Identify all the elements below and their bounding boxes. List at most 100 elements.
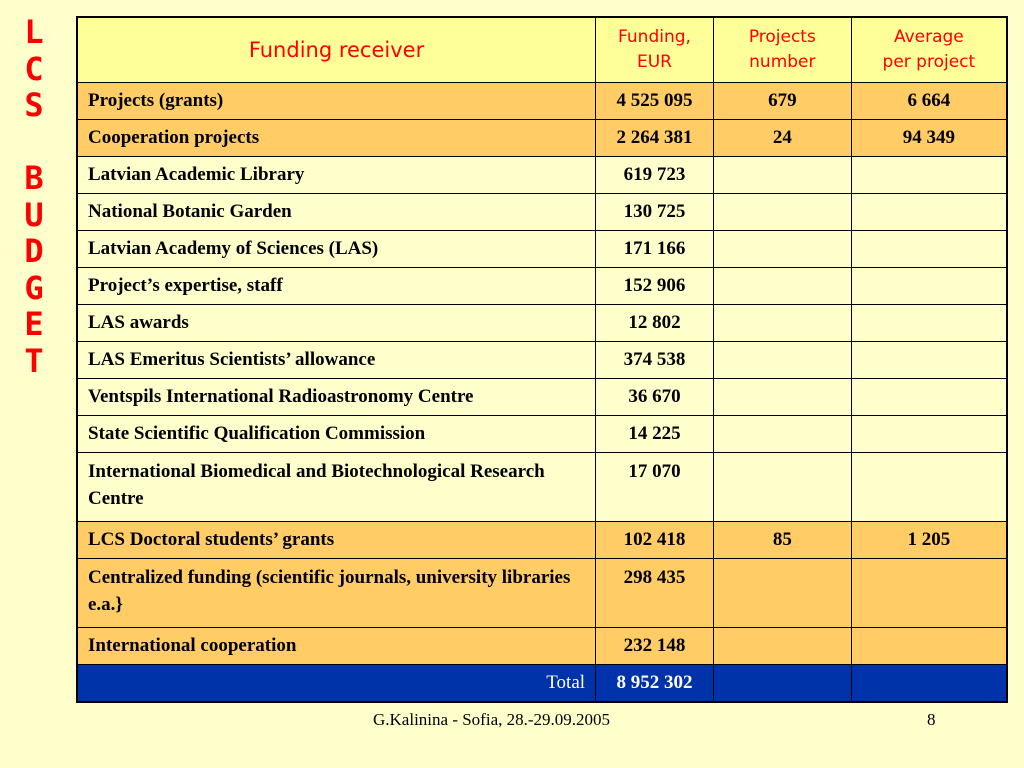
cell-average: 94 349 xyxy=(850,119,1008,157)
table-row: International cooperation 232 148 xyxy=(76,627,1008,665)
cell-receiver: Latvian Academic Library xyxy=(76,156,597,194)
table-row: International Biomedical and Biotechnolo… xyxy=(76,452,1008,522)
cell-funding: 374 538 xyxy=(595,341,714,379)
cell-projects xyxy=(712,304,852,342)
cell-funding: 4 525 095 xyxy=(595,82,714,120)
table-row: National Botanic Garden 130 725 xyxy=(76,193,1008,231)
total-average xyxy=(850,664,1008,702)
table-row: Ventspils International Radioastronomy C… xyxy=(76,378,1008,416)
table-row: Project’s expertise, staff 152 906 xyxy=(76,267,1008,305)
cell-funding: 17 070 xyxy=(595,452,714,522)
funding-table: Funding receiver Funding, EUR Projects n… xyxy=(76,16,1008,703)
side-title-letter: E xyxy=(24,305,44,343)
cell-projects xyxy=(712,230,852,268)
table-row: Projects (grants) 4 525 095 679 6 664 xyxy=(76,82,1008,120)
cell-projects xyxy=(712,156,852,194)
side-title-letter: B xyxy=(24,159,44,197)
cell-funding: 36 670 xyxy=(595,378,714,416)
footer-author: G.Kalinina - Sofia, 28.-29.09.2005 xyxy=(373,710,611,729)
cell-funding: 130 725 xyxy=(595,193,714,231)
total-projects xyxy=(712,664,852,702)
cell-projects xyxy=(712,341,852,379)
cell-receiver: Ventspils International Radioastronomy C… xyxy=(76,378,597,416)
header-projects-line2: number xyxy=(749,52,816,72)
header-funding-line1: Funding, xyxy=(618,27,691,47)
side-title-letter: L xyxy=(24,13,44,51)
cell-funding: 152 906 xyxy=(595,267,714,305)
cell-funding: 171 166 xyxy=(595,230,714,268)
cell-funding: 102 418 xyxy=(595,521,714,559)
cell-average: 6 664 xyxy=(850,82,1008,120)
cell-receiver: Cooperation projects xyxy=(76,119,597,157)
page-number: 8 xyxy=(927,710,936,729)
header-average-line1: Average xyxy=(893,27,964,47)
cell-projects xyxy=(712,415,852,453)
side-title-letter: T xyxy=(24,341,44,380)
total-label: Total xyxy=(76,664,597,702)
cell-funding: 12 802 xyxy=(595,304,714,342)
cell-average xyxy=(850,230,1008,268)
cell-funding: 14 225 xyxy=(595,415,714,453)
cell-receiver: LCS Doctoral students’ grants xyxy=(76,521,597,559)
cell-funding: 232 148 xyxy=(595,627,714,665)
header-average-per-project: Average per project xyxy=(850,16,1008,83)
cell-receiver: Centralized funding (scientific journals… xyxy=(76,558,597,628)
total-funding: 8 952 302 xyxy=(595,664,714,702)
cell-receiver: International Biomedical and Biotechnolo… xyxy=(76,452,597,522)
table-row: LAS Emeritus Scientists’ allowance 374 5… xyxy=(76,341,1008,379)
cell-average xyxy=(850,378,1008,416)
cell-projects: 679 xyxy=(712,82,852,120)
cell-average xyxy=(850,267,1008,305)
cell-projects xyxy=(712,378,852,416)
side-title-letter: C xyxy=(24,49,44,88)
cell-average xyxy=(850,558,1008,628)
cell-average xyxy=(850,193,1008,231)
table-row: LAS awards 12 802 xyxy=(76,304,1008,342)
table-header-row: Funding receiver Funding, EUR Projects n… xyxy=(76,16,1008,83)
side-title-letter: D xyxy=(24,232,44,270)
cell-average xyxy=(850,627,1008,665)
cell-projects xyxy=(712,193,852,231)
cell-receiver: LAS Emeritus Scientists’ allowance xyxy=(76,341,597,379)
cell-projects xyxy=(712,452,852,522)
cell-funding: 2 264 381 xyxy=(595,119,714,157)
cell-average xyxy=(850,156,1008,194)
cell-projects: 24 xyxy=(712,119,852,157)
cell-projects xyxy=(712,558,852,628)
cell-receiver: LAS awards xyxy=(76,304,597,342)
cell-average: 1 205 xyxy=(850,521,1008,559)
table-row: Cooperation projects 2 264 381 24 94 349 xyxy=(76,119,1008,157)
header-average-line2: per project xyxy=(882,52,976,72)
cell-funding: 298 435 xyxy=(595,558,714,628)
header-projects-line1: Projects xyxy=(748,27,816,47)
cell-receiver: Latvian Academy of Sciences (LAS) xyxy=(76,230,597,268)
cell-receiver: State Scientific Qualification Commissio… xyxy=(76,415,597,453)
cell-projects xyxy=(712,267,852,305)
total-row: Total 8 952 302 xyxy=(76,664,1008,702)
cell-receiver: Projects (grants) xyxy=(76,82,597,120)
cell-average xyxy=(850,415,1008,453)
table-row: Centralized funding (scientific journals… xyxy=(76,558,1008,628)
table-row: LCS Doctoral students’ grants 102 418 85… xyxy=(76,521,1008,559)
cell-receiver: National Botanic Garden xyxy=(76,193,597,231)
header-funding-receiver: Funding receiver xyxy=(76,16,597,83)
header-funding-line2: EUR xyxy=(636,52,672,72)
side-title-letter: G xyxy=(24,268,44,307)
cell-average xyxy=(850,452,1008,522)
table-row: State Scientific Qualification Commissio… xyxy=(76,415,1008,453)
side-title-gap xyxy=(14,124,54,161)
side-title-letter: S xyxy=(24,86,44,124)
side-title-lcs-budget: L C S B U D G E T xyxy=(14,14,54,379)
header-projects-number: Projects number xyxy=(712,16,852,83)
cell-average xyxy=(850,341,1008,379)
header-funding-eur: Funding, EUR xyxy=(595,16,714,83)
cell-projects xyxy=(712,627,852,665)
table-row: Latvian Academy of Sciences (LAS) 171 16… xyxy=(76,230,1008,268)
table-row: Latvian Academic Library 619 723 xyxy=(76,156,1008,194)
cell-funding: 619 723 xyxy=(595,156,714,194)
cell-receiver: International cooperation xyxy=(76,627,597,665)
cell-projects: 85 xyxy=(712,521,852,559)
cell-average xyxy=(850,304,1008,342)
side-title-letter: U xyxy=(24,195,44,234)
cell-receiver: Project’s expertise, staff xyxy=(76,267,597,305)
